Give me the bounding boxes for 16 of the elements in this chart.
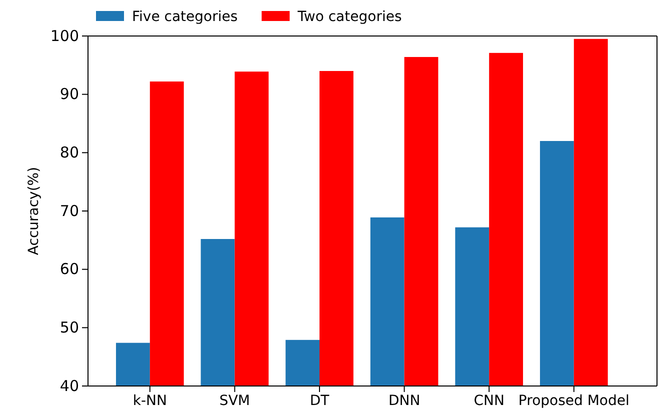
x-tick-label: DNN <box>388 392 420 409</box>
y-tick-label: 70 <box>60 202 79 220</box>
x-tick-label: k-NN <box>132 392 167 409</box>
x-tick-label: DT <box>310 392 330 409</box>
legend-label: Two categories <box>296 9 402 25</box>
y-axis-title: Accuracy(%) <box>26 166 42 256</box>
y-tick-label: 40 <box>60 376 79 395</box>
x-tick-label: CNN <box>474 392 504 409</box>
x-tick-label: SVM <box>219 392 250 409</box>
x-tick-label: Proposed Model <box>518 392 630 409</box>
y-tick-label: 50 <box>60 318 79 336</box>
legend-label: Five categories <box>132 9 238 25</box>
y-tick-label: 80 <box>60 143 79 162</box>
y-tick-label: 90 <box>60 85 79 104</box>
y-tick-label: 100 <box>50 26 79 45</box>
y-tick-label: 60 <box>60 260 79 278</box>
